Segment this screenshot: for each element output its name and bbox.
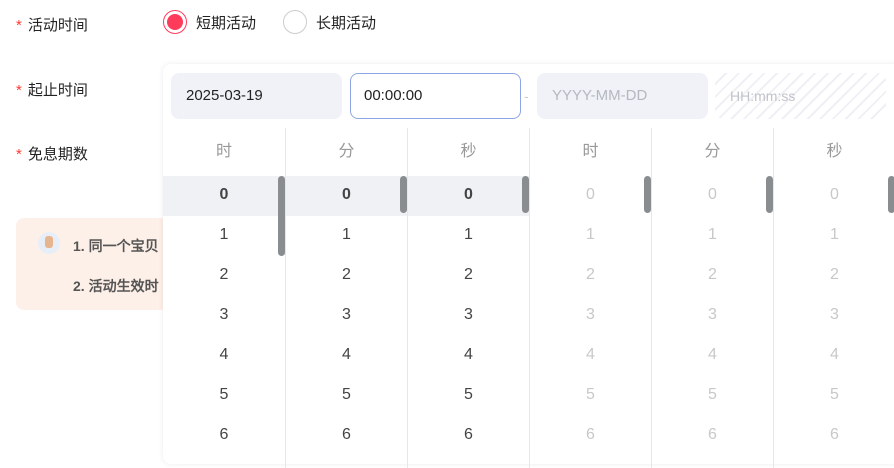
scrollbar-thumb[interactable] [400, 176, 407, 213]
time-option: 6 [586, 426, 595, 443]
time-option[interactable]: 2 [219, 266, 229, 283]
end-date-input[interactable]: YYYY-MM-DD [537, 73, 708, 119]
time-option: 5 [830, 386, 839, 403]
time-option[interactable]: 2 [342, 266, 351, 283]
time-option: 4 [586, 346, 595, 363]
time-option: 1 [586, 226, 595, 243]
start-time-input[interactable]: 00:00:00 [350, 73, 521, 119]
time-option[interactable]: 5 [464, 386, 473, 403]
scrollbar-thumb[interactable] [766, 176, 773, 213]
activity-time-label: * 活动时间 [16, 17, 88, 34]
time-option[interactable]: 4 [464, 346, 473, 363]
radio-checked-icon [163, 10, 187, 34]
time-option: 0 [830, 186, 839, 203]
column-header: 分 [338, 143, 355, 160]
time-option: 0 [586, 186, 595, 203]
scrollbar-thumb[interactable] [888, 176, 894, 213]
column-header: 时 [582, 143, 599, 160]
time-option: 3 [830, 306, 839, 323]
start-date-input[interactable]: 2025-03-19 [171, 73, 342, 119]
scrollbar-thumb[interactable] [278, 176, 285, 256]
time-option: 2 [830, 266, 839, 283]
time-option[interactable]: 4 [219, 346, 229, 363]
time-option[interactable]: 0 [408, 176, 529, 216]
time-option: 5 [586, 386, 595, 403]
notice-line: 1. 同一个宝贝 [73, 238, 159, 254]
notice-line: 2. 活动生效时 [73, 278, 159, 294]
time-option[interactable]: 0 [286, 176, 407, 216]
time-option: 2 [586, 266, 595, 283]
time-option: 0 [708, 186, 717, 203]
time-option[interactable]: 3 [464, 306, 473, 323]
time-option: 1 [708, 226, 717, 243]
time-option[interactable]: 4 [342, 346, 351, 363]
column-header: 时 [215, 143, 232, 160]
time-option: 6 [708, 426, 717, 443]
start-second-column: 秒 0 1 2 3 4 5 6 [407, 128, 529, 468]
column-header: 秒 [826, 143, 843, 160]
radio-unchecked-icon [283, 10, 307, 34]
time-option: 3 [586, 306, 595, 323]
radio-short-term[interactable]: 短期活动 [163, 10, 256, 34]
end-time-input: HH:mm:ss [715, 73, 886, 119]
installments-label: * 免息期数 [16, 146, 88, 163]
end-second-column: 秒 0 1 2 3 4 5 6 [773, 128, 894, 468]
time-option[interactable]: 5 [219, 386, 229, 403]
time-option[interactable]: 6 [464, 426, 473, 443]
time-option[interactable]: 3 [342, 306, 351, 323]
end-hour-column: 时 0 1 2 3 4 5 6 [529, 128, 651, 468]
time-option[interactable]: 6 [342, 426, 351, 443]
time-option[interactable]: 6 [219, 426, 229, 443]
time-option: 1 [830, 226, 839, 243]
time-option[interactable]: 5 [342, 386, 351, 403]
column-header: 分 [704, 143, 721, 160]
column-header: 秒 [460, 143, 477, 160]
time-option[interactable]: 1 [464, 226, 473, 243]
time-option: 3 [708, 306, 717, 323]
end-minute-column: 分 0 1 2 3 4 5 6 [651, 128, 773, 468]
time-option: 2 [708, 266, 717, 283]
range-separator: - [524, 88, 529, 104]
scrollbar-thumb[interactable] [644, 176, 651, 213]
time-option: 6 [830, 426, 839, 443]
range-label: * 起止时间 [16, 82, 88, 99]
time-option[interactable]: 1 [219, 226, 229, 243]
time-option: 4 [708, 346, 717, 363]
time-option[interactable]: 0 [163, 176, 285, 216]
datetime-range-picker: 2025-03-19 00:00:00 - YYYY-MM-DD HH:mm:s… [163, 64, 894, 468]
time-option[interactable]: 1 [342, 226, 351, 243]
start-hour-column: 时 0 1 2 3 4 5 6 [163, 128, 285, 468]
time-option: 5 [708, 386, 717, 403]
radio-long-term[interactable]: 长期活动 [283, 10, 376, 34]
scrollbar-thumb[interactable] [522, 176, 529, 213]
time-option: 4 [830, 346, 839, 363]
time-option[interactable]: 2 [464, 266, 473, 283]
start-minute-column: 分 0 1 2 3 4 5 6 [285, 128, 407, 468]
hand-heart-icon [38, 232, 60, 254]
time-option[interactable]: 3 [219, 306, 229, 323]
